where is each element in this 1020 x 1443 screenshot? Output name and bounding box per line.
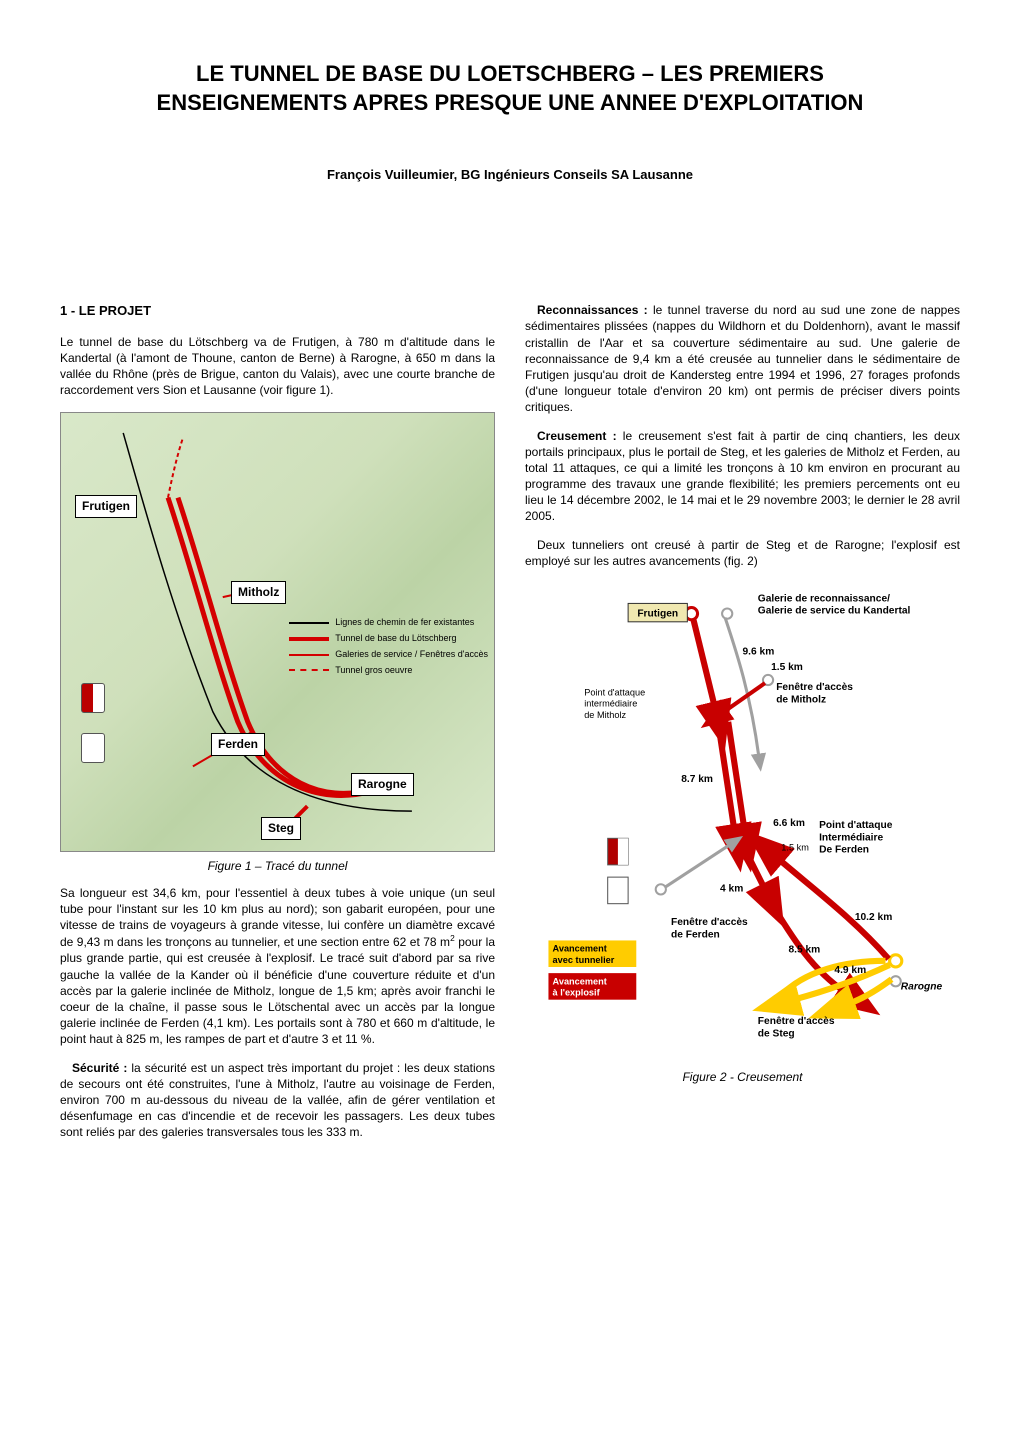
fig2-ferden-w2: de Ferden — [671, 929, 720, 940]
fig2-ferden-pt1: Point d'attaque — [819, 820, 893, 831]
body-columns: 1 - LE PROJET Le tunnel de base du Lötsc… — [60, 302, 960, 1152]
fig2-legend-tbm-1: Avancement — [553, 944, 607, 954]
runin-creusement: Creusement : — [537, 429, 617, 443]
right-column: Reconnaissances : le tunnel traverse du … — [525, 302, 960, 1152]
legend-row-existing: Lignes de chemin de fer existantes — [289, 617, 488, 629]
legend-label-galleries: Galeries de service / Fenêtres d'accès — [335, 649, 488, 661]
para-length-b: pour la plus grande partie, qui est creu… — [60, 935, 495, 1046]
legend-row-gros-oeuvre: Tunnel gros oeuvre — [289, 665, 488, 677]
fig2-rarogne: Rarogne — [901, 981, 943, 992]
fig2-legend-exp-2: à l'explosif — [553, 988, 601, 998]
fig2-ferden-w1: Fenêtre d'accès — [671, 917, 748, 928]
fig2-d85: 8.5 km — [788, 945, 820, 956]
fig2-d87: 8.7 km — [681, 774, 713, 785]
para-tbm: Deux tunneliers ont creusé à partir de S… — [525, 537, 960, 569]
fig2-d96: 9.6 km — [743, 646, 775, 657]
left-column: 1 - LE PROJET Le tunnel de base du Lötsc… — [60, 302, 495, 1152]
map-label-mitholz: Mitholz — [231, 581, 286, 603]
fig2-mitholz-pt1: Point d'attaque — [584, 687, 645, 697]
title-line-1: LE TUNNEL DE BASE DU LOETSCHBERG – LES P… — [60, 60, 960, 89]
fig2-label-frutigen: Frutigen — [637, 609, 678, 620]
crest-icon-valais — [81, 683, 105, 713]
fig2-legend-tbm-2: avec tunnelier — [553, 955, 615, 965]
figure-1-map: Frutigen Mitholz Ferden Rarogne Steg Lig… — [60, 412, 495, 852]
legend-label-gros-oeuvre: Tunnel gros oeuvre — [335, 665, 412, 677]
fig2-d4: 4 km — [720, 883, 743, 894]
figure-1: Frutigen Mitholz Ferden Rarogne Steg Lig… — [60, 412, 495, 874]
section-1-heading: 1 - LE PROJET — [60, 302, 495, 320]
map-label-ferden: Ferden — [211, 733, 265, 755]
legend-label-existing: Lignes de chemin de fer existantes — [335, 617, 474, 629]
crest-icon-bern — [81, 733, 105, 763]
title-block: LE TUNNEL DE BASE DU LOETSCHBERG – LES P… — [60, 60, 960, 182]
para-intro: Le tunnel de base du Lötschberg va de Fr… — [60, 334, 495, 399]
fig2-ferden-pt3: De Ferden — [819, 845, 869, 856]
para-length-a: Sa longueur est 34,6 km, pour l'essentie… — [60, 886, 495, 950]
fig2-label-recon2: Galerie de service du Kandertal — [758, 606, 911, 617]
legend-swatch-icon — [289, 637, 329, 641]
para-creusement: Creusement : le creusement s'est fait à … — [525, 428, 960, 525]
legend-label-tunnel: Tunnel de base du Lötschberg — [335, 633, 456, 645]
fig2-mitholz-pt3: de Mitholz — [584, 710, 626, 720]
fig2-ferden-pt2: Intermédiaire — [819, 832, 883, 843]
legend-row-galleries: Galeries de service / Fenêtres d'accès — [289, 649, 488, 661]
fig2-d49: 4.9 km — [834, 965, 866, 976]
runin-security: Sécurité : — [72, 1061, 127, 1075]
fig2-label-recon1: Galerie de reconnaissance/ — [758, 593, 890, 604]
map-label-steg: Steg — [261, 817, 301, 839]
fig2-steg-w1: Fenêtre d'accès — [758, 1016, 835, 1027]
runin-recon: Reconnaissances : — [537, 303, 648, 317]
fig2-mitholz-w2: de Mitholz — [776, 694, 826, 705]
fig2-d15: 1.5 km — [771, 662, 803, 673]
fig2-steg-w2: de Steg — [758, 1028, 795, 1039]
title-line-2: ENSEIGNEMENTS APRES PRESQUE UNE ANNEE D'… — [60, 89, 960, 118]
figure-1-caption: Figure 1 – Tracé du tunnel — [60, 858, 495, 874]
fig2-d102: 10.2 km — [855, 912, 892, 923]
fig2-d15b: 1.5 km — [781, 843, 809, 853]
figure-2: Frutigen Galerie de reconnaissance/ Gale… — [525, 583, 960, 1085]
fig2-legend-exp-1: Avancement — [553, 976, 607, 986]
fig2-mitholz-pt2: intermédiaire — [584, 699, 637, 709]
map-label-frutigen: Frutigen — [75, 495, 137, 517]
figure-2-schematic: Frutigen Galerie de reconnaissance/ Gale… — [525, 583, 960, 1063]
map-label-rarogne: Rarogne — [351, 773, 414, 795]
para-tbm-body: Deux tunneliers ont creusé à partir de S… — [525, 538, 960, 568]
para-recon-body: le tunnel traverse du nord au sud une zo… — [525, 303, 960, 414]
author-line: François Vuilleumier, BG Ingénieurs Cons… — [60, 167, 960, 182]
para-recon: Reconnaissances : le tunnel traverse du … — [525, 302, 960, 415]
legend-swatch-icon — [289, 654, 329, 656]
legend-row-tunnel: Tunnel de base du Lötschberg — [289, 633, 488, 645]
legend-swatch-icon — [289, 622, 329, 624]
fig2-d66: 6.6 km — [773, 818, 805, 829]
para-security: Sécurité : la sécurité est un aspect trè… — [60, 1060, 495, 1141]
figure-1-legend: Lignes de chemin de fer existantes Tunne… — [289, 613, 488, 680]
legend-swatch-icon — [289, 669, 329, 671]
figure-2-caption: Figure 2 - Creusement — [525, 1069, 960, 1085]
fig2-mitholz-w1: Fenêtre d'accès — [776, 682, 853, 693]
para-length: Sa longueur est 34,6 km, pour l'essentie… — [60, 885, 495, 1048]
